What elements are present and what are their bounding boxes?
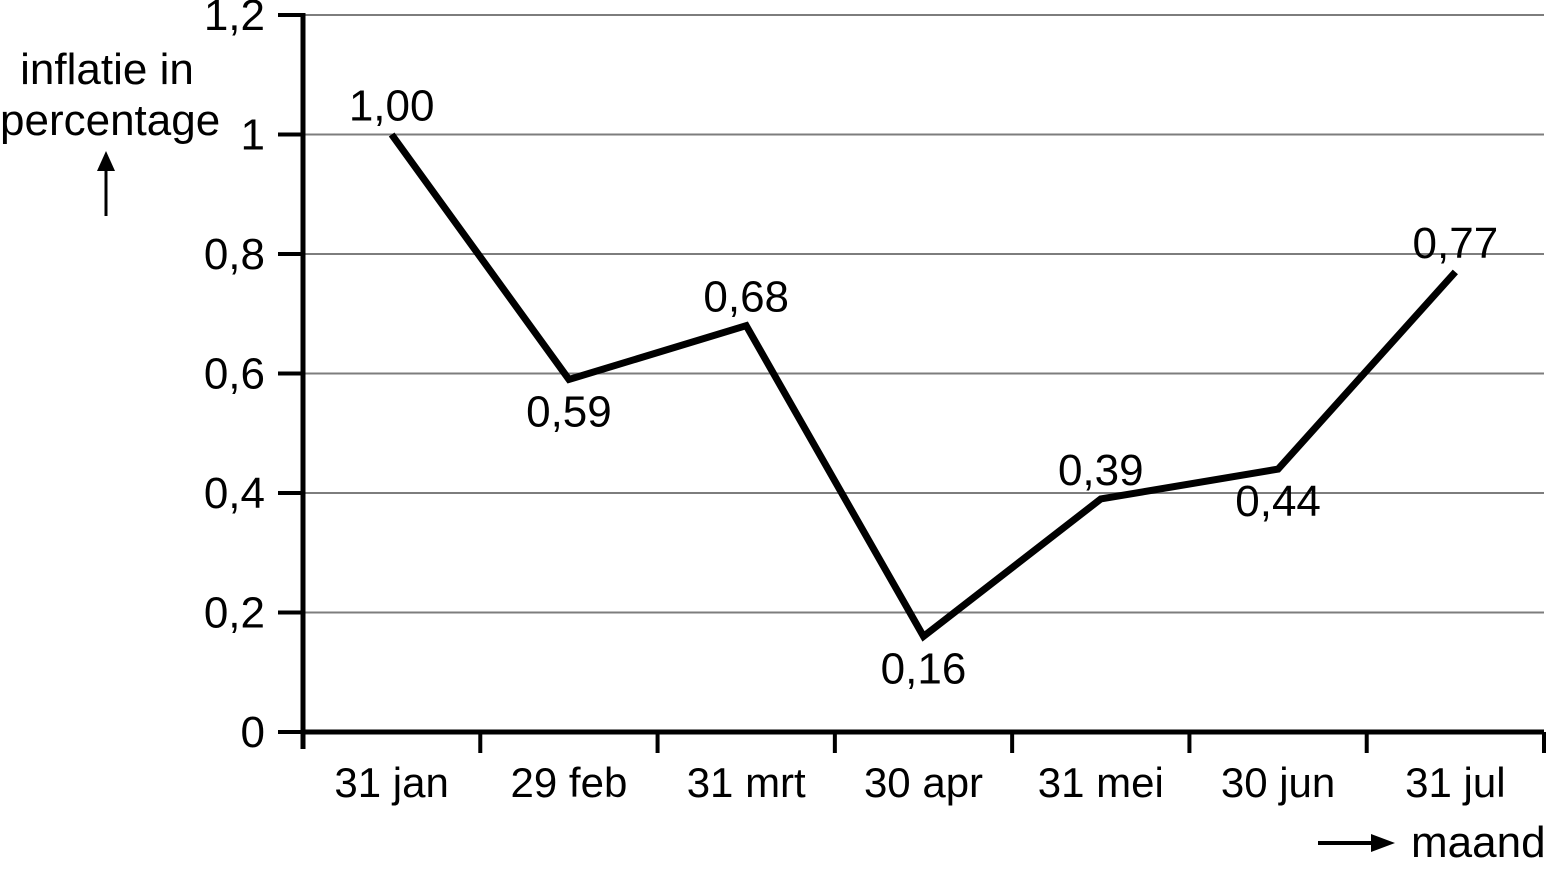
x-axis-title-label: maand	[1411, 818, 1546, 867]
inflation-line	[388, 132, 1458, 642]
x-axis-category-label: 29 feb	[511, 759, 628, 806]
x-axis-title: maand	[1318, 818, 1546, 868]
y-axis-tick-label: 1	[241, 111, 265, 160]
x-axis-category-label: 31 jan	[334, 759, 448, 806]
y-axis-tick-label: 0,4	[204, 469, 265, 518]
data-point-label: 0,68	[703, 273, 789, 322]
y-axis-tick-label: 0,8	[204, 230, 265, 279]
y-axis-tick-label: 0	[241, 708, 265, 757]
y-axis-tick-label: 0,2	[204, 589, 265, 638]
x-axis-category-label: 31 jul	[1405, 759, 1505, 806]
y-axis-title: inflatie in percentage	[0, 44, 221, 146]
x-axis-category-label: 31 mrt	[687, 759, 806, 806]
y-axis-tick-label: 1,2	[204, 0, 265, 40]
right-arrow-icon	[1318, 834, 1395, 852]
data-point-label: 1,00	[349, 82, 435, 131]
x-axis-category-label: 30 apr	[864, 759, 983, 806]
data-point-label: 0,59	[526, 387, 612, 436]
x-axis-category-label: 30 jun	[1221, 759, 1335, 806]
y-axis-title-line1: inflatie in	[20, 45, 194, 94]
x-axis-category-label: 31 mei	[1038, 759, 1164, 806]
data-point-label: 0,39	[1058, 446, 1144, 495]
data-point-label: 0,77	[1413, 219, 1499, 268]
y-axis-title-line2: percentage	[0, 96, 221, 146]
up-arrow-icon	[97, 151, 115, 216]
data-point-label: 0,44	[1235, 477, 1321, 526]
data-point-label: 0,16	[881, 644, 967, 693]
y-axis-tick-label: 0,6	[204, 350, 265, 399]
